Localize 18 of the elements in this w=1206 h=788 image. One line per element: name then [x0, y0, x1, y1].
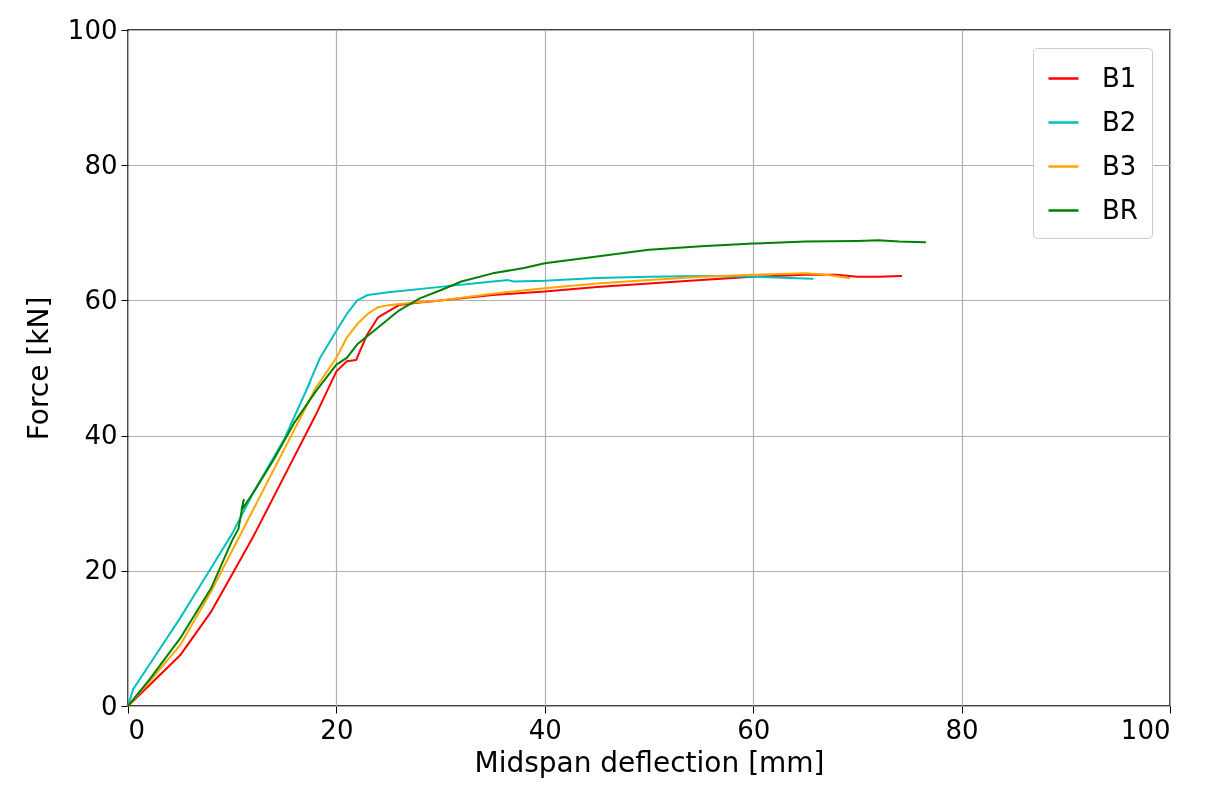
legend-label: B1 — [1102, 62, 1137, 93]
y-tick-label: 60 — [84, 284, 118, 315]
x-tick-label: 80 — [945, 714, 979, 745]
x-tick-label: 100 — [1120, 714, 1171, 745]
x-tick-label: 20 — [320, 714, 354, 745]
legend-label: B2 — [1102, 106, 1137, 137]
legend-label: BR — [1102, 194, 1138, 225]
x-tick-label: 0 — [128, 714, 146, 745]
x-tick-label: 60 — [737, 714, 771, 745]
legend-label: B3 — [1102, 150, 1137, 181]
y-tick-label: 80 — [84, 149, 118, 180]
y-tick-label: 100 — [67, 14, 118, 45]
y-axis-title: Force [kN] — [21, 296, 55, 441]
x-tick-label: 40 — [528, 714, 562, 745]
y-tick-label: 20 — [84, 555, 118, 586]
y-tick-label: 40 — [84, 420, 118, 451]
x-axis-title: Midspan deflection [mm] — [474, 745, 825, 779]
y-tick-label: 0 — [100, 690, 118, 721]
